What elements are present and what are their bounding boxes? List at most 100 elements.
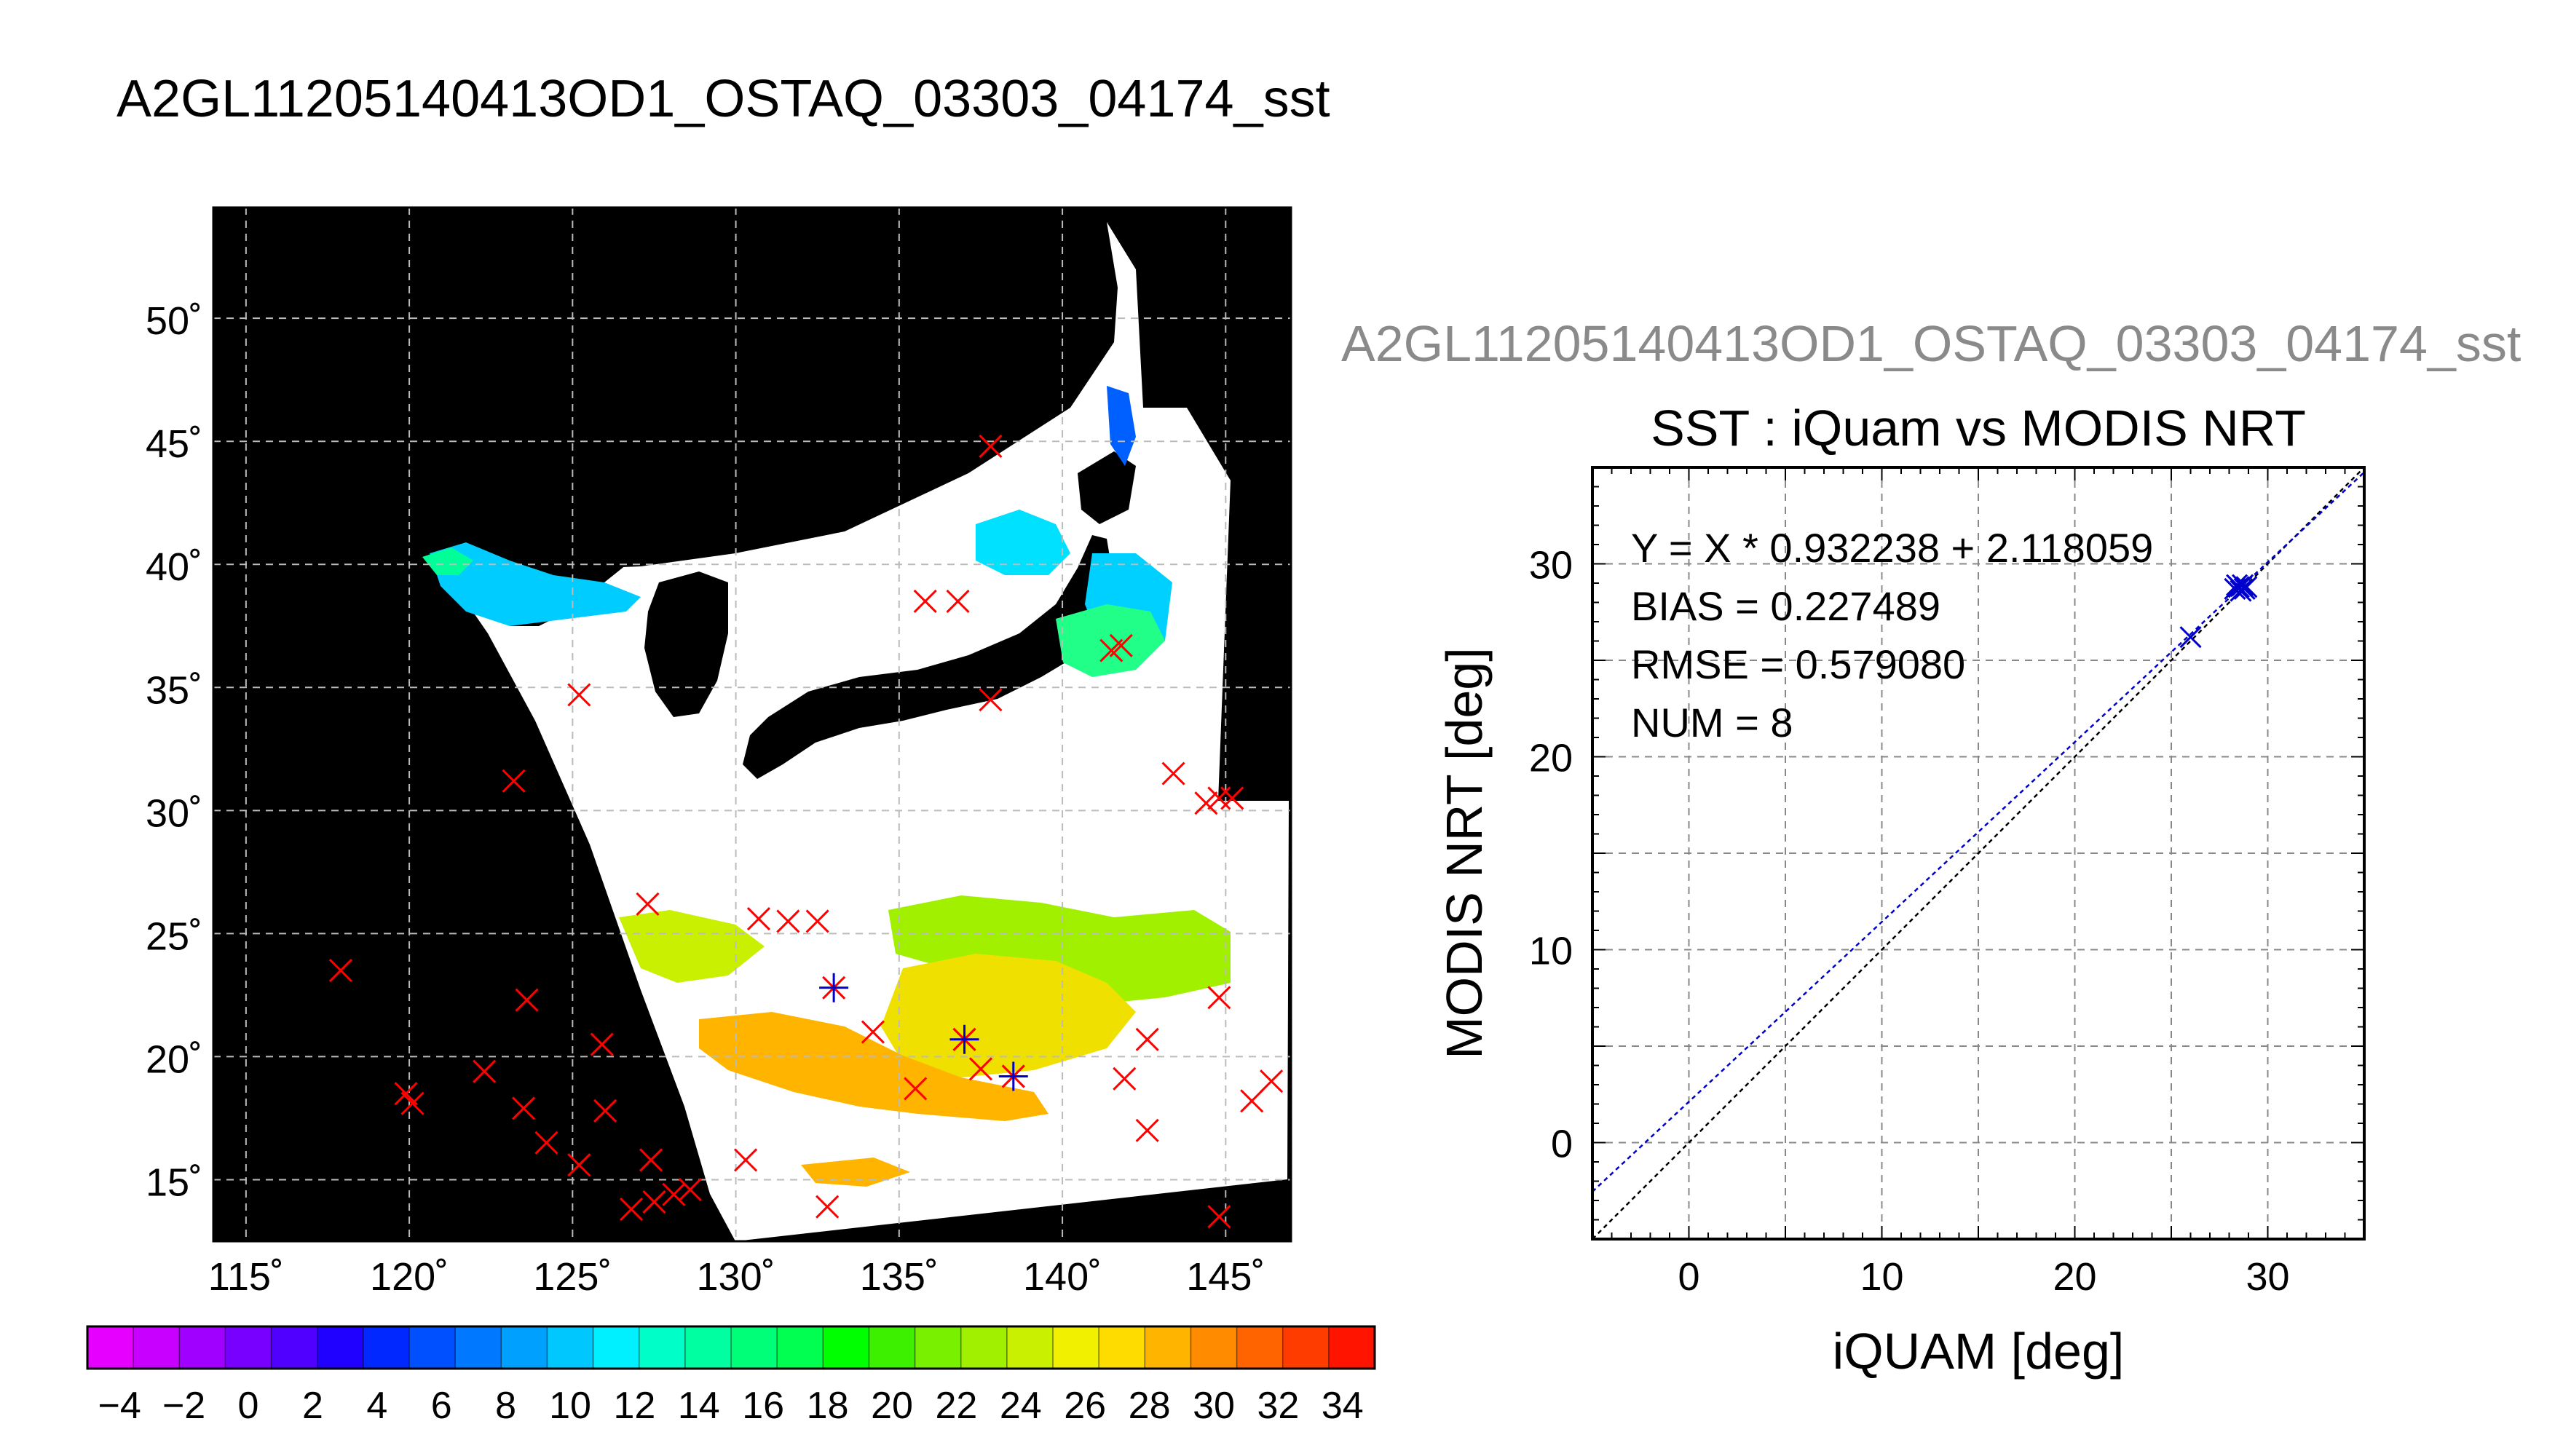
lon-label: 140˚	[1023, 1255, 1102, 1299]
buoy-marker	[590, 1032, 614, 1056]
colorbar-swatch	[639, 1326, 686, 1369]
colorbar-label: 32	[1257, 1385, 1299, 1427]
colorbar-label: 22	[935, 1385, 977, 1427]
latitude-labels: 50˚ 45˚ 40˚ 35˚ 30˚ 25˚ 20˚ 15˚	[146, 299, 202, 1204]
matched-buoy-marker	[998, 1061, 1028, 1091]
sst-patch-yellow	[881, 954, 1136, 1077]
colorbar-labels: −4 −2 0 2 4 6 8 10 12 14 16 18 20 22 24 26 28 30 32 34	[98, 1385, 1364, 1427]
colorbar-label: 20	[871, 1385, 913, 1427]
buoy-marker	[662, 1182, 686, 1206]
scatter-stat-line: BIAS = 0.227489	[1631, 583, 1940, 629]
buoy-marker	[861, 1020, 885, 1044]
sst-patch-north-coast	[430, 542, 641, 626]
scatter-points	[2179, 574, 2258, 649]
scatter-point	[2233, 577, 2256, 601]
buoy-marker	[502, 769, 526, 793]
colorbar-label: 0	[238, 1385, 259, 1427]
colorbar-label: 28	[1129, 1385, 1171, 1427]
colorbar-swatch	[363, 1326, 410, 1369]
colorbar-label: 14	[678, 1385, 720, 1427]
scatter-x-axis-label: iQUAM [deg]	[1833, 1323, 2125, 1380]
sst-patch-hokkaido-blue	[1107, 386, 1136, 466]
scatter-grid	[1592, 467, 2364, 1239]
y-tick-label: 20	[1529, 737, 1573, 780]
buoy-marker	[642, 1190, 666, 1214]
colorbar-swatch	[501, 1326, 548, 1369]
lon-label: 135˚	[860, 1255, 939, 1299]
colorbar-swatch	[179, 1326, 226, 1369]
colorbar-label: 2	[302, 1385, 323, 1427]
colorbar-label: 4	[366, 1385, 387, 1427]
buoy-marker	[1135, 1118, 1159, 1142]
colorbar-label: −4	[98, 1385, 141, 1427]
colorbar-swatch	[1328, 1326, 1375, 1369]
colorbar-label: 18	[807, 1385, 849, 1427]
buoy-marker	[593, 1099, 617, 1123]
buoy-marker	[394, 1082, 418, 1106]
buoy-marker	[567, 683, 591, 707]
sst-patch-pacific-green	[1056, 604, 1165, 677]
land-china	[213, 207, 1092, 626]
map-markers	[328, 434, 1284, 1229]
lat-label: 35˚	[146, 668, 202, 712]
buoy-marker	[946, 589, 970, 614]
land-japan	[743, 535, 1114, 779]
buoy-marker	[515, 988, 539, 1012]
colorbar-swatch	[915, 1326, 962, 1369]
scatter-stat-line: NUM = 8	[1631, 700, 1793, 745]
colorbar-swatch	[87, 1326, 134, 1369]
lon-label: 120˚	[370, 1255, 449, 1299]
scatter-point	[2230, 579, 2252, 602]
buoy-marker	[400, 1091, 424, 1115]
buoy-marker	[678, 1177, 702, 1202]
colorbar-label: 26	[1064, 1385, 1106, 1427]
colorbar-swatch	[1099, 1326, 1145, 1369]
sst-patch-japan-sea	[976, 510, 1070, 575]
scatter-title: SST : iQuam vs MODIS NRT	[1651, 400, 2306, 456]
colorbar-swatch	[1053, 1326, 1099, 1369]
buoy-marker	[805, 909, 829, 933]
sst-patch-green-band	[888, 895, 1231, 1005]
lat-label: 25˚	[146, 914, 202, 958]
scatter-stat-line: RMSE = 0.579080	[1631, 641, 1965, 687]
colorbar-swatch	[777, 1326, 824, 1369]
colorbar-swatch	[133, 1326, 180, 1369]
buoy-marker	[979, 688, 1003, 712]
page-title: A2GL11205140413OD1_OSTAQ_03303_04174_sst	[117, 70, 1330, 128]
buoy-marker	[619, 1197, 644, 1222]
scatter-file-title: A2GL11205140413OD1_OSTAQ_03303_04174_sst	[1341, 315, 2522, 372]
colorbar-label: 30	[1193, 1385, 1235, 1427]
x-tick-label: 0	[1678, 1255, 1699, 1299]
lat-label: 20˚	[146, 1037, 202, 1081]
colorbar-label: 16	[742, 1385, 784, 1427]
buoy-marker	[1207, 1205, 1231, 1229]
colorbar-swatch	[1236, 1326, 1284, 1369]
colorbar-swatch	[317, 1326, 364, 1369]
scatter-stat-line: Y = X * 0.932238 + 2.118059	[1631, 525, 2153, 571]
buoy-marker	[534, 1131, 558, 1155]
colorbar-label: 8	[495, 1385, 516, 1427]
buoy-marker	[776, 909, 800, 933]
colorbar-swatch	[1282, 1326, 1330, 1369]
colorbar-swatch	[225, 1326, 272, 1369]
buoy-marker	[511, 1096, 536, 1120]
lat-label: 50˚	[146, 299, 202, 343]
colorbar-swatch	[455, 1326, 502, 1369]
colorbar-swatch	[409, 1326, 456, 1369]
colorbar-label: 10	[549, 1385, 591, 1427]
y-tick-label: 30	[1529, 544, 1573, 587]
colorbar-swatch	[593, 1326, 640, 1369]
scatter-ticks	[1592, 467, 2365, 1240]
lon-label: 145˚	[1186, 1255, 1265, 1299]
longitude-labels: 115˚ 120˚ 125˚ 130˚ 135˚ 140˚ 145˚	[208, 1255, 1265, 1299]
colorbar	[86, 1325, 1376, 1370]
buoy-marker	[1109, 633, 1133, 657]
colorbar-label: 24	[1000, 1385, 1042, 1427]
buoy-marker	[473, 1059, 497, 1083]
colorbar-swatch	[731, 1326, 778, 1369]
x-tick-label: 10	[1860, 1255, 1903, 1299]
scatter-plot: SST : iQuam vs MODIS NRT 0 10 20 30 0 10 20 30…	[1436, 400, 2366, 1380]
colorbar-label: −2	[162, 1385, 205, 1427]
colorbar-swatch	[547, 1326, 594, 1369]
lat-label: 40˚	[146, 545, 202, 589]
